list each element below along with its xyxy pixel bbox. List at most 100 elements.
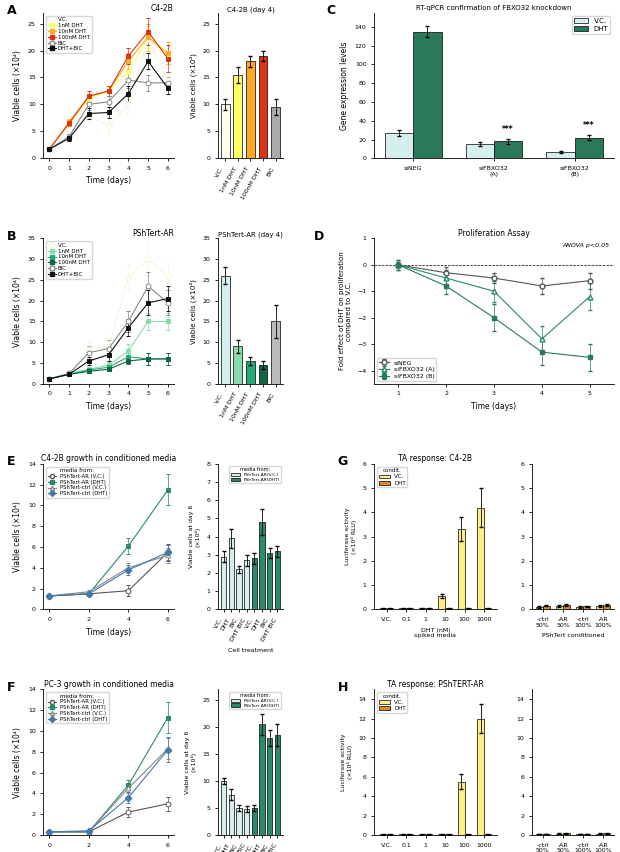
Bar bbox=[603, 605, 610, 609]
Bar bbox=[244, 809, 249, 835]
Bar bbox=[543, 834, 550, 835]
Bar bbox=[259, 522, 265, 609]
Bar bbox=[267, 738, 272, 835]
X-axis label: Time (days): Time (days) bbox=[86, 176, 131, 186]
Bar bbox=[438, 596, 445, 609]
Bar bbox=[458, 781, 464, 835]
Bar bbox=[563, 833, 570, 835]
Bar bbox=[259, 724, 265, 835]
Text: E: E bbox=[7, 455, 16, 468]
Bar bbox=[229, 538, 234, 609]
X-axis label: Cell treatment: Cell treatment bbox=[228, 648, 273, 653]
Bar bbox=[494, 141, 522, 158]
Y-axis label: Viable cells at day 6
(×10⁴): Viable cells at day 6 (×10⁴) bbox=[188, 505, 201, 568]
Text: B: B bbox=[7, 229, 16, 243]
Y-axis label: Viable cells (×10⁴): Viable cells (×10⁴) bbox=[14, 501, 22, 572]
Bar bbox=[406, 608, 413, 609]
Text: C: C bbox=[326, 4, 335, 17]
Title: RT-qPCR confirmation of FBXO32 knockdown: RT-qPCR confirmation of FBXO32 knockdown bbox=[416, 5, 572, 11]
X-axis label: Time (days): Time (days) bbox=[86, 402, 131, 411]
Bar bbox=[275, 551, 280, 609]
Title: TA response: PShTERT-AR: TA response: PShTERT-AR bbox=[387, 680, 484, 688]
Bar bbox=[385, 133, 414, 158]
Bar bbox=[236, 808, 242, 835]
Bar bbox=[583, 607, 590, 609]
X-axis label: DHT (nM)
spiked media: DHT (nM) spiked media bbox=[414, 628, 456, 638]
Text: PShTert-AR: PShTert-AR bbox=[132, 229, 174, 239]
Legend: siNEG, siFBXO32 (A), siFBXO32 (B): siNEG, siFBXO32 (A), siFBXO32 (B) bbox=[377, 359, 436, 381]
Bar bbox=[244, 561, 249, 609]
Legend: V.C., DHT: V.C., DHT bbox=[377, 692, 407, 713]
Bar bbox=[229, 795, 234, 835]
Bar bbox=[221, 556, 226, 609]
Legend: V.C., 1nM DHT, 10nM DHT, 100nM DHT, BIC, DHT+BIC: V.C., 1nM DHT, 10nM DHT, 100nM DHT, BIC,… bbox=[46, 241, 92, 279]
Legend: V.C., 1nM DHT, 10nM DHT, 100nM DHT, BIC, DHT+BIC: V.C., 1nM DHT, 10nM DHT, 100nM DHT, BIC,… bbox=[46, 15, 92, 53]
Bar bbox=[414, 32, 441, 158]
Bar bbox=[575, 138, 603, 158]
Bar bbox=[399, 608, 406, 609]
Bar bbox=[576, 834, 583, 835]
X-axis label: Time (days): Time (days) bbox=[471, 402, 516, 411]
Title: C4-2B growth in conditioned media: C4-2B growth in conditioned media bbox=[41, 454, 176, 463]
Bar bbox=[563, 605, 570, 609]
Bar bbox=[418, 608, 425, 609]
Bar bbox=[259, 366, 267, 384]
Y-axis label: Gene expression levels: Gene expression levels bbox=[340, 42, 349, 130]
Text: A: A bbox=[7, 4, 17, 17]
Bar bbox=[536, 834, 543, 835]
X-axis label: Time (days): Time (days) bbox=[86, 628, 131, 636]
Text: ***: *** bbox=[502, 125, 514, 135]
Text: F: F bbox=[7, 681, 16, 694]
Bar bbox=[556, 606, 563, 609]
Title: TA response: C4-2B: TA response: C4-2B bbox=[398, 454, 472, 463]
Bar bbox=[576, 607, 583, 609]
Bar bbox=[221, 276, 229, 384]
Bar bbox=[386, 608, 393, 609]
Bar bbox=[252, 808, 257, 835]
Bar bbox=[543, 606, 550, 609]
Title: Proliferation Assay: Proliferation Assay bbox=[458, 228, 530, 238]
Text: H: H bbox=[337, 681, 348, 694]
Bar bbox=[536, 607, 543, 609]
Bar bbox=[246, 361, 255, 384]
Bar bbox=[221, 781, 226, 835]
Y-axis label: Luciferase activity
(×10⁴ RLU): Luciferase activity (×10⁴ RLU) bbox=[345, 508, 357, 566]
Bar bbox=[259, 56, 267, 158]
Y-axis label: Viable cells at day 6
(×10⁴): Viable cells at day 6 (×10⁴) bbox=[185, 730, 197, 794]
Y-axis label: Viable cells (×10⁴): Viable cells (×10⁴) bbox=[14, 50, 22, 121]
Legend: V.C., DHT: V.C., DHT bbox=[572, 16, 610, 34]
Title: PC-3 growth in conditioned media: PC-3 growth in conditioned media bbox=[43, 680, 174, 688]
Bar bbox=[275, 735, 280, 835]
Y-axis label: Fold effect of DHT on proliferation
compared to V.C.: Fold effect of DHT on proliferation comp… bbox=[339, 251, 352, 371]
Bar bbox=[596, 833, 603, 835]
Bar bbox=[583, 834, 590, 835]
Bar bbox=[252, 558, 257, 609]
Bar bbox=[233, 347, 242, 384]
Bar bbox=[221, 105, 229, 158]
Bar bbox=[464, 608, 471, 609]
Legend: PShTert-AR(V.C.), PShTert-AR(DHT): PShTert-AR(V.C.), PShTert-AR(DHT) bbox=[229, 692, 281, 709]
Title: PShTert-AR (day 4): PShTert-AR (day 4) bbox=[218, 232, 283, 239]
Text: G: G bbox=[337, 455, 348, 468]
Legend: V.C., DHT: V.C., DHT bbox=[377, 467, 407, 487]
Bar bbox=[267, 553, 272, 609]
Bar bbox=[458, 529, 464, 609]
Legend: PShTert-AR (V.C.), PShTert-AR (DHT), PShTert-ctrl (V.C.), PShTert-ctrl (DHT): PShTert-AR (V.C.), PShTert-AR (DHT), PSh… bbox=[46, 467, 109, 498]
Bar bbox=[272, 321, 280, 384]
Bar bbox=[477, 508, 484, 609]
Bar bbox=[603, 833, 610, 835]
Bar bbox=[445, 608, 452, 609]
Bar bbox=[484, 608, 491, 609]
Bar bbox=[236, 569, 242, 609]
Text: C4-2B: C4-2B bbox=[151, 3, 174, 13]
Y-axis label: Viable cells (×10⁴): Viable cells (×10⁴) bbox=[14, 727, 22, 797]
Text: D: D bbox=[314, 229, 324, 243]
Bar bbox=[466, 144, 494, 158]
Bar bbox=[272, 107, 280, 158]
Y-axis label: Viable cells (×10⁴): Viable cells (×10⁴) bbox=[189, 279, 197, 343]
Y-axis label: Luciferase activity
(×10⁴ RLU): Luciferase activity (×10⁴ RLU) bbox=[341, 734, 353, 791]
Text: ANOVA p<0.05: ANOVA p<0.05 bbox=[562, 243, 609, 248]
Bar bbox=[556, 833, 563, 835]
Legend: PShTert-AR(V.C.), PShTert-AR(DHT): PShTert-AR(V.C.), PShTert-AR(DHT) bbox=[229, 466, 281, 483]
Y-axis label: Viable cells (×10⁴): Viable cells (×10⁴) bbox=[189, 53, 197, 118]
